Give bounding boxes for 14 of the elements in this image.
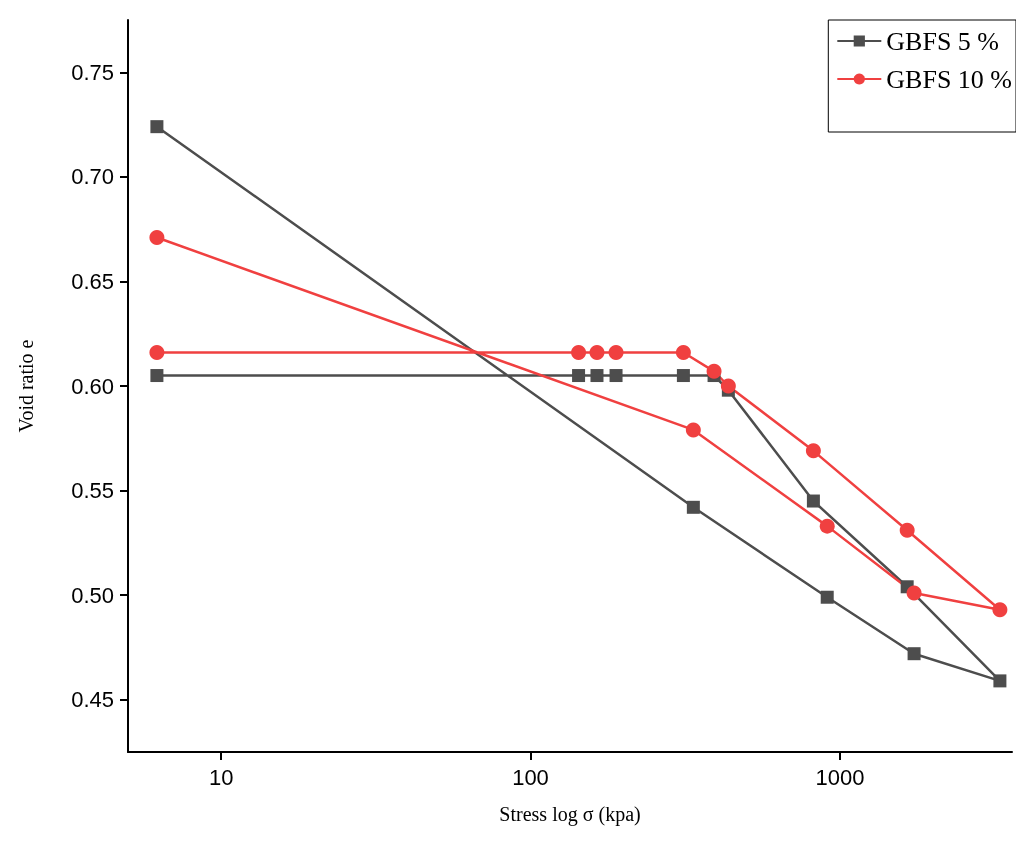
y-tick-label: 0.70 bbox=[71, 164, 114, 190]
legend-label: GBFS 5 % bbox=[886, 26, 1000, 56]
y-tick-label: 0.55 bbox=[71, 478, 114, 504]
x-tick-label: 100 bbox=[512, 764, 549, 790]
y-axis-title: Void ratio e bbox=[15, 339, 37, 433]
y-tick-label: 0.60 bbox=[71, 373, 114, 399]
y-tick-label: 0.75 bbox=[71, 59, 114, 85]
legend-label: GBFS 10 % bbox=[886, 64, 1013, 94]
x-tick-label: 1000 bbox=[815, 764, 865, 790]
y-tick-label: 0.45 bbox=[71, 687, 114, 713]
x-axis-title: Stress log σ (kpa) bbox=[499, 803, 641, 826]
x-tick-label: 10 bbox=[208, 764, 234, 790]
y-tick-label: 0.50 bbox=[71, 582, 114, 608]
y-tick-label: 0.65 bbox=[71, 268, 114, 294]
